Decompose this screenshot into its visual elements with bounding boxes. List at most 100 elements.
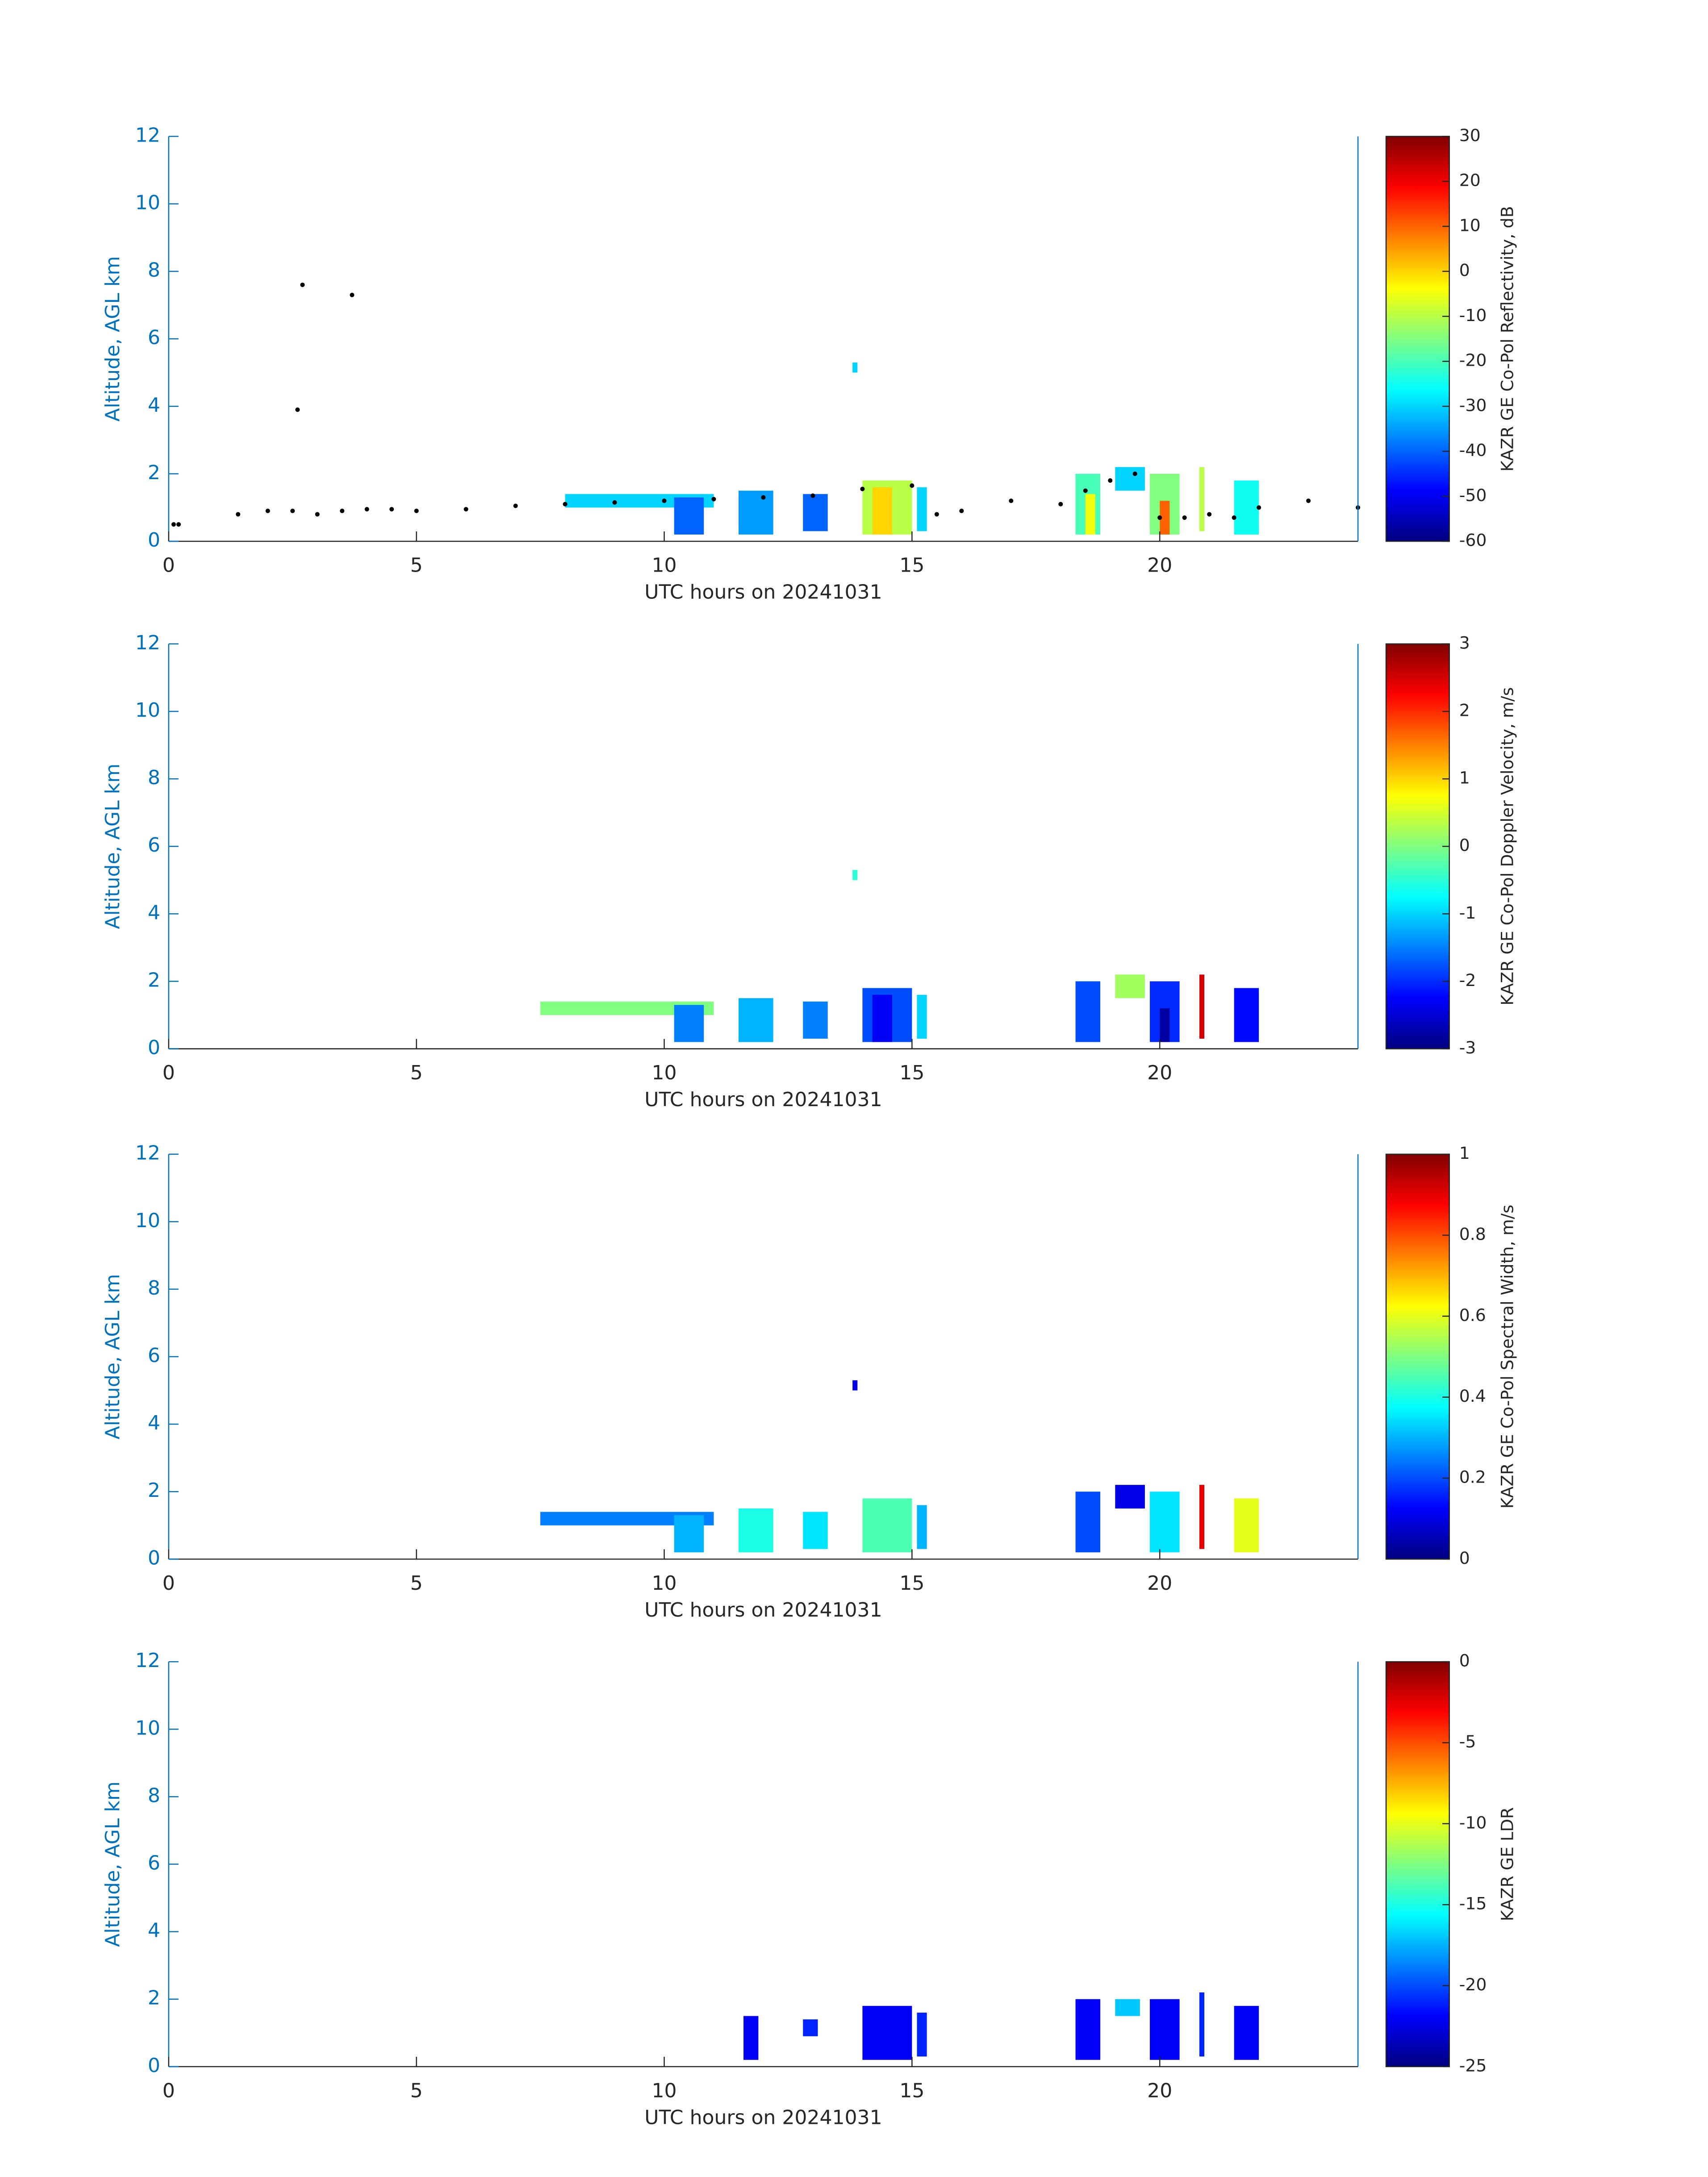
ceilometer-point [1182,515,1187,520]
cell [738,998,773,1042]
cell [872,994,892,1042]
x-tick-label: 15 [899,1572,924,1595]
cell [852,362,858,373]
cell [674,1005,704,1042]
x-axis-label: UTC hours on 20241031 [644,581,882,604]
ceilometer-point [290,509,295,514]
colorbar-tick-label: 0.2 [1459,1467,1486,1487]
ceilometer-point [300,282,305,287]
x-tick-label: 10 [651,2079,677,2102]
ceilometer-point [1207,512,1212,517]
colorbar-tick-label: -60 [1459,531,1487,550]
y-tick-label: 12 [135,1142,160,1165]
colorbar [1385,1153,1450,1560]
ceilometer-point [171,522,176,527]
colorbar-tick-label: -1 [1459,903,1476,923]
x-tick-label: 5 [410,2079,423,2102]
colorbar-tick-label: -5 [1459,1732,1476,1751]
cell [862,1498,912,1553]
y-tick-label: 10 [135,1209,160,1232]
colorbar-tick-label: -3 [1459,1038,1476,1057]
y-tick-label: 10 [135,699,160,722]
colorbar-tick-label: -50 [1459,485,1487,505]
ceilometer-point [934,512,939,517]
cell [852,870,858,880]
y-tick-label: 12 [135,1649,160,1672]
cell [1199,467,1205,531]
cell [803,2019,818,2036]
cell [1199,974,1205,1039]
ceilometer-point [612,500,617,505]
x-axis-label: UTC hours on 20241031 [644,2106,882,2129]
cell [1075,1492,1101,1553]
cell [1075,1999,1101,2060]
cell [872,487,892,535]
x-tick-label: 0 [163,2079,175,2102]
ceilometer-point [1232,515,1236,520]
y-tick-label: 6 [148,326,160,349]
ceilometer-point [563,501,568,507]
y-tick-label: 0 [148,1036,160,1059]
ceilometer-point [1306,498,1311,503]
ceilometer-point [959,509,964,514]
cell [1115,1485,1145,1509]
x-tick-label: 5 [410,1572,423,1595]
cell [738,490,773,535]
ceilometer-point [1132,471,1137,476]
ceilometer-point [315,512,320,517]
colorbar [1385,643,1450,1049]
cell [917,2012,927,2057]
y-tick-label: 10 [135,192,160,214]
x-tick-label: 20 [1147,2079,1172,2102]
y-tick-label: 8 [148,1277,160,1300]
ceilometer-point [1009,498,1014,503]
y-tick-label: 0 [148,529,160,552]
colorbar-tick-label: -20 [1459,1975,1487,1994]
ceilometer-point [350,292,355,297]
x-tick-label: 15 [899,1061,924,1084]
y-tick-label: 8 [148,1784,160,1807]
x-tick-label: 15 [899,2079,924,2102]
colorbar-tick-label: -2 [1459,970,1476,990]
colorbar [1385,1661,1450,2068]
colorbar-tick-label: -10 [1459,305,1487,325]
y-tick-label: 2 [148,461,160,484]
x-tick-label: 20 [1147,1061,1172,1084]
colorbar-tick-label: 0 [1459,1651,1470,1671]
ceilometer-point [389,507,394,512]
y-tick-label: 0 [148,1546,160,1569]
ceilometer-point [236,512,241,517]
colorbar-tick-label: -40 [1459,440,1487,460]
colorbar-tick-label: 0 [1459,260,1470,280]
colorbar-tick-label: 0.4 [1459,1386,1486,1406]
ceilometer-point [1157,515,1162,520]
colorbar-tick-label: -25 [1459,2056,1487,2075]
ceilometer-point [295,407,300,412]
colorbar-tick-label: 1 [1459,768,1470,788]
ceilometer-point [513,503,518,508]
colorbar-tick-label: -30 [1459,395,1487,415]
colorbar-tick-label: 1 [1459,1143,1470,1163]
cell [1075,981,1101,1042]
colorbar-label: KAZR GE Co-Pol Doppler Velocity, m/s [1497,687,1517,1006]
colorbar-tick-label: -10 [1459,1813,1487,1832]
colorbar-tick-label: -15 [1459,1894,1487,1914]
x-tick-label: 10 [651,1061,677,1084]
cell [1115,1999,1140,2016]
colorbar-tick-label: 0 [1459,836,1470,855]
cell [1199,1485,1205,1549]
cell [803,494,828,531]
ceilometer-point [761,495,766,500]
cell [674,497,704,535]
y-tick-label: 0 [148,2054,160,2077]
y-tick-label: 2 [148,1479,160,1502]
colorbar-tick-label: 0.8 [1459,1224,1486,1244]
cell [743,2016,759,2060]
x-tick-label: 0 [163,1572,175,1595]
cell [738,1508,773,1553]
ceilometer-point [340,509,345,514]
ceilometer-point [265,509,270,514]
cell [1234,1498,1259,1553]
cell [803,1001,828,1039]
colorbar-tick-label: 10 [1459,215,1481,235]
